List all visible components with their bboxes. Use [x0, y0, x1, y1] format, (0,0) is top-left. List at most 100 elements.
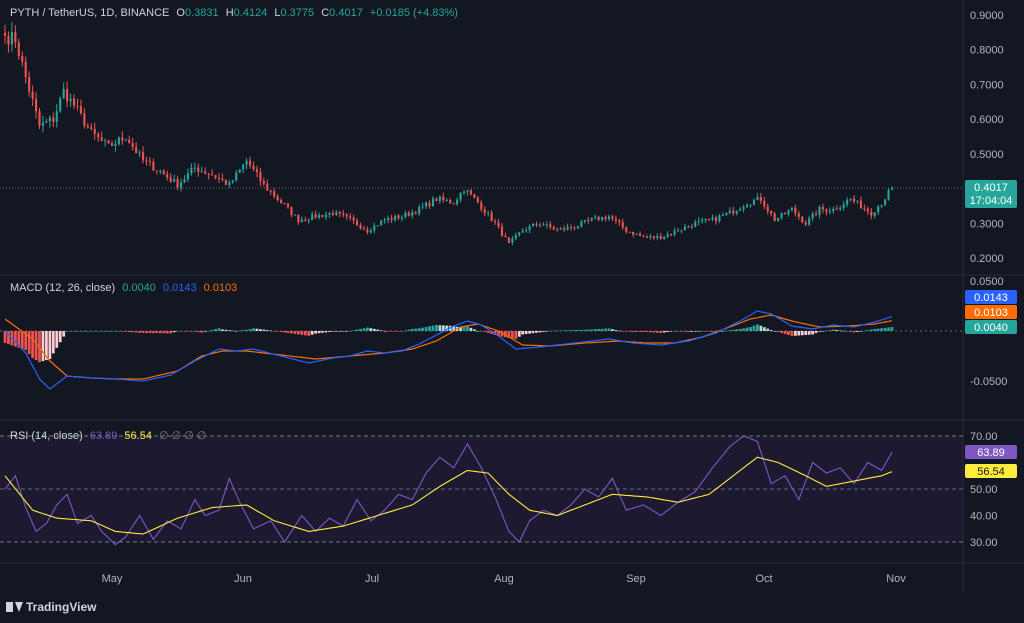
candle-body	[780, 212, 783, 218]
macd-histogram-bar	[17, 331, 21, 348]
candle-body	[752, 200, 756, 205]
macd-histogram-bar	[873, 329, 877, 331]
macd-histogram-bar	[379, 330, 383, 331]
candle-body	[759, 197, 762, 201]
candle-body	[849, 198, 852, 201]
macd-histogram-bar	[414, 328, 418, 331]
macd-histogram-bar	[649, 331, 652, 333]
rsi-ma-line	[4, 456, 893, 535]
macd-histogram-bar	[331, 331, 335, 332]
macd-histogram-bar	[890, 327, 894, 331]
candle-body	[708, 219, 711, 221]
candle-body	[141, 152, 145, 161]
macd-histogram-bar	[742, 328, 745, 331]
macd-histogram-bar	[286, 331, 290, 333]
macd-histogram-bar	[158, 331, 162, 334]
macd-histogram-bar	[652, 331, 656, 333]
candle-body	[632, 231, 635, 235]
symbol-title[interactable]: PYTH / TetherUS, 1D, BINANCE	[10, 7, 170, 19]
macd-histogram-bar	[490, 331, 494, 334]
macd-histogram-bar	[856, 331, 859, 332]
macd-histogram-bar	[134, 331, 138, 333]
macd-histogram-bar	[638, 331, 642, 332]
candle-body	[601, 216, 604, 221]
candle-body	[721, 215, 724, 217]
candle-body	[255, 169, 259, 173]
macd-histogram-bar	[783, 331, 787, 334]
candle-body	[110, 143, 114, 146]
macd-histogram-bar	[835, 329, 839, 331]
candle-body	[839, 207, 842, 210]
macd-histogram-bar	[221, 329, 224, 331]
candle-body	[421, 206, 424, 208]
macd-histogram-bar	[683, 331, 687, 332]
rsi-axis-tick: 30.00	[970, 537, 998, 549]
low-label: L	[274, 7, 281, 19]
macd-histogram-bar	[697, 331, 701, 332]
candle-body	[518, 232, 521, 236]
candle-body	[200, 171, 203, 173]
candle-body	[52, 117, 55, 122]
macd-histogram-bar	[869, 329, 873, 331]
candle-body	[594, 216, 597, 218]
candle-body	[311, 214, 314, 221]
macd-histogram-bar	[369, 328, 373, 331]
macd-histogram-bar	[780, 331, 783, 333]
macd-histogram-bar	[728, 330, 732, 331]
macd-histogram-bar	[542, 331, 545, 332]
candle-body	[7, 35, 10, 45]
macd-histogram-bar	[290, 331, 293, 334]
candle-body	[514, 235, 517, 239]
time-axis-tick: Nov	[886, 573, 906, 585]
macd-histogram-bar	[435, 325, 438, 331]
macd-value-badge-bg	[965, 290, 1017, 304]
candle-body	[162, 170, 165, 174]
macd-histogram-bar	[107, 331, 110, 332]
time-axis-tick: Oct	[755, 573, 772, 585]
macd-histogram-bar	[155, 331, 159, 334]
candle-body	[324, 214, 328, 217]
candle-body	[117, 137, 120, 145]
candle-body	[100, 137, 103, 141]
macd-histogram-bar	[303, 331, 307, 336]
macd-histogram-bar	[238, 330, 242, 332]
macd-histogram-bar	[607, 328, 611, 331]
macd-histogram-bar	[852, 331, 856, 333]
macd-histogram-bar	[341, 331, 345, 332]
candle-body	[559, 228, 562, 230]
candle-body	[556, 229, 559, 231]
candle-body	[197, 167, 200, 172]
macd-histogram-bar	[597, 329, 601, 331]
candle-body	[777, 217, 780, 222]
tradingview-logo[interactable]: TradingView	[6, 600, 96, 614]
candle-body	[124, 139, 127, 141]
macd-histogram-bar	[745, 327, 749, 331]
macd-histogram-bar	[262, 329, 266, 331]
macd-histogram-bar	[79, 331, 83, 332]
rsi-value-badge-text: 63.89	[977, 447, 1005, 459]
rsi-title[interactable]: RSI (14, close)	[10, 430, 83, 442]
candle-body	[466, 190, 469, 192]
macd-histogram-bar	[203, 331, 207, 332]
candle-body	[456, 199, 459, 205]
candle-body	[649, 236, 652, 238]
macd-title[interactable]: MACD (12, 26, close)	[10, 282, 116, 294]
macd-histogram-bar	[866, 330, 870, 331]
macd-histogram-bar	[89, 331, 93, 332]
candle-body	[535, 224, 538, 226]
candle-body	[459, 192, 462, 200]
candle-body	[749, 204, 752, 206]
candle-body	[745, 205, 749, 207]
macd-histogram-bar	[65, 331, 69, 332]
rsi-line	[4, 435, 893, 546]
price-axis-tick: 0.2000	[970, 253, 1004, 265]
candle-body	[286, 204, 290, 208]
macd-histogram-bar	[559, 330, 563, 332]
candle-body	[390, 218, 393, 220]
candle-body	[186, 173, 189, 180]
candle-body	[211, 174, 214, 176]
macd-histogram-bar	[172, 331, 176, 333]
macd-histogram-bar	[586, 329, 590, 331]
